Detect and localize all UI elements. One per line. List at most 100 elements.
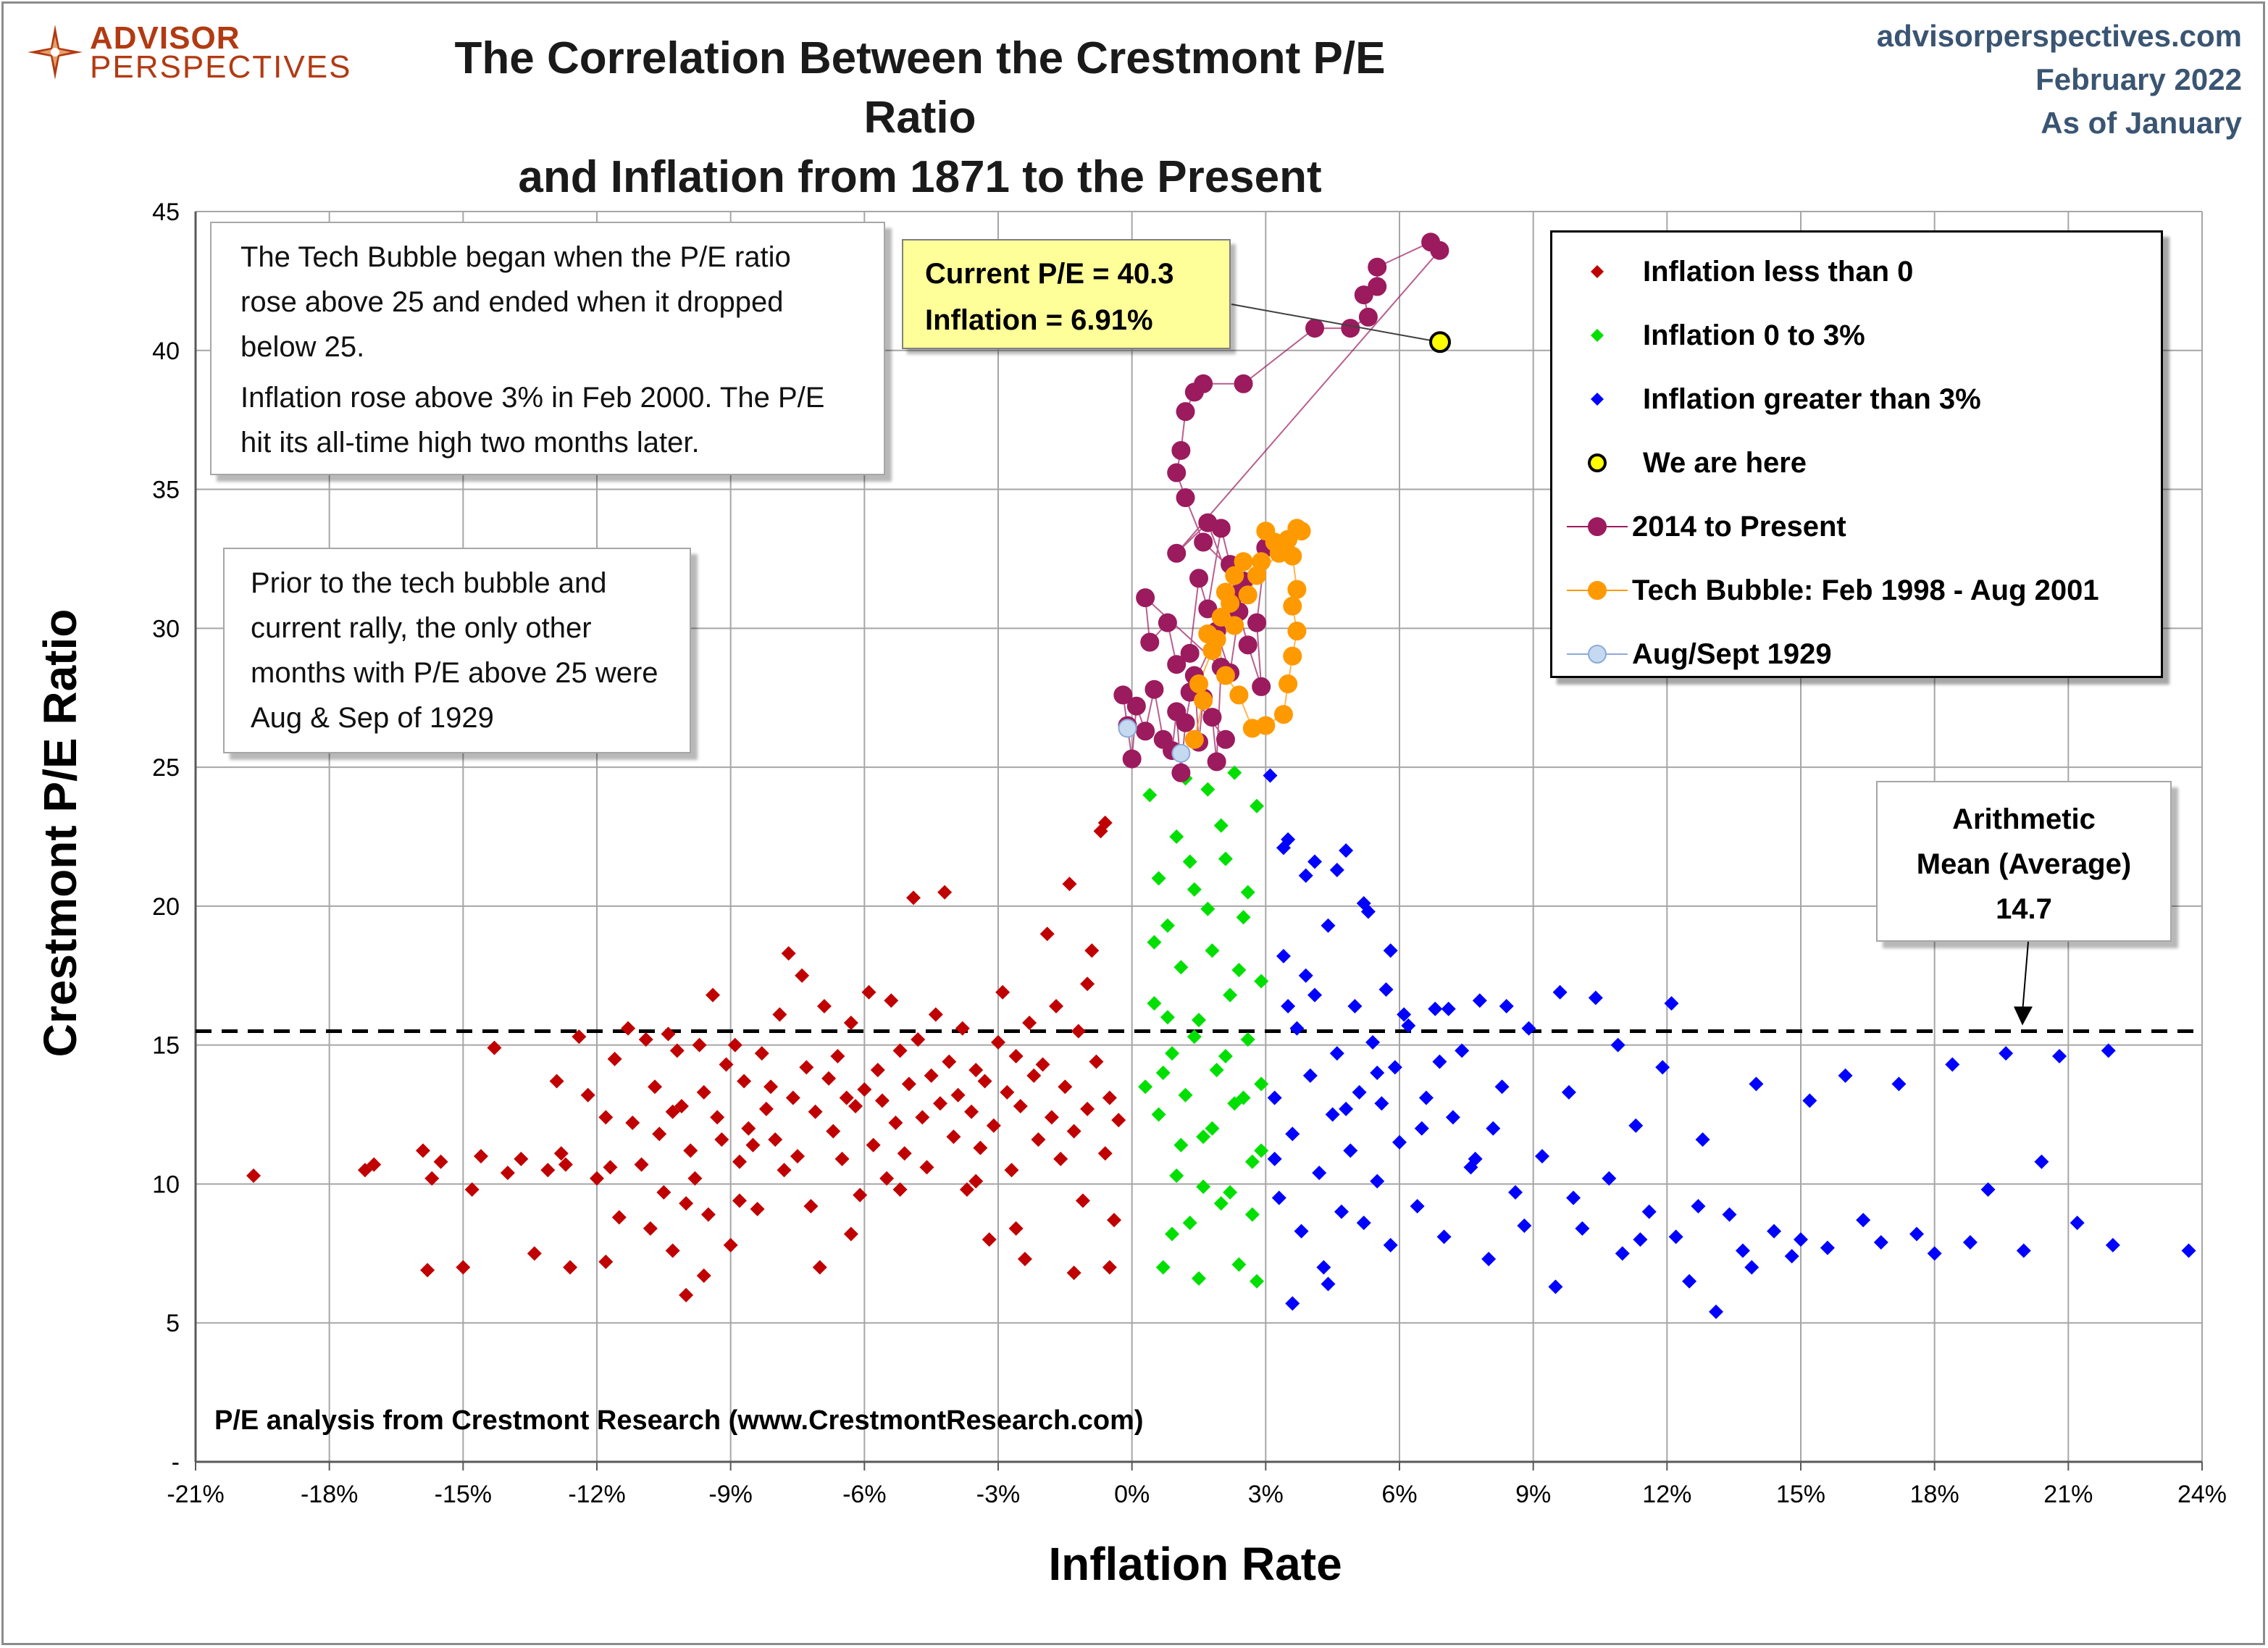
- data-point: [648, 1079, 663, 1095]
- legend-circle: [1588, 581, 1607, 600]
- data-point: [700, 1207, 716, 1222]
- data-point: [1820, 1240, 1835, 1255]
- data-point: [1329, 1046, 1344, 1061]
- data-point: [1508, 1184, 1523, 1200]
- legend-marker: [1567, 581, 1628, 600]
- data-point: [1339, 1101, 1354, 1116]
- data-point: [1213, 1196, 1229, 1211]
- data-point: [1641, 1204, 1657, 1219]
- data-point: [687, 1171, 703, 1186]
- data-point: [1695, 1132, 1710, 1147]
- data-point: [843, 1226, 858, 1242]
- x-tick-label: 12%: [1642, 1481, 1691, 1508]
- data-point: [1207, 752, 1226, 771]
- mean-line1: Arithmetic: [1952, 803, 2096, 835]
- data-point: [679, 1287, 694, 1302]
- data-point: [1189, 569, 1208, 588]
- legend: Inflation less than 0 Inflation 0 to 3% In…: [1550, 230, 2163, 678]
- data-point: [1252, 677, 1271, 696]
- data-point: [1329, 863, 1344, 878]
- data-point: [1058, 1079, 1073, 1095]
- data-point: [527, 1246, 542, 1261]
- legend-circle: [1588, 517, 1607, 536]
- data-point: [906, 890, 921, 905]
- data-point: [625, 1116, 640, 1131]
- data-point: [1223, 1184, 1238, 1200]
- y-tick-label: 45: [152, 198, 180, 226]
- data-point: [2105, 1237, 2120, 1252]
- data-point: [1187, 1029, 1202, 1045]
- site-name: advisorperspectives.com: [1876, 19, 2242, 53]
- mean-value: 14.7: [1996, 893, 2052, 925]
- legend-item: Inflation 0 to 3%: [1552, 314, 2161, 357]
- data-point: [553, 1146, 569, 1161]
- x-tick-label: 3%: [1248, 1481, 1284, 1508]
- data-point: [1298, 868, 1313, 883]
- data-point: [781, 946, 796, 961]
- x-tick-label: -12%: [568, 1481, 625, 1508]
- data-point: [1455, 1043, 1470, 1058]
- x-tick-label: 9%: [1515, 1481, 1551, 1508]
- data-point: [1242, 719, 1262, 738]
- data-point: [679, 1196, 694, 1211]
- data-point: [665, 1104, 680, 1119]
- data-point: [745, 1137, 761, 1153]
- data-point: [1250, 798, 1265, 813]
- data-point: [1271, 1190, 1286, 1205]
- y-tick-label: -: [172, 1449, 180, 1476]
- legend-label: We are here: [1643, 447, 1807, 479]
- data-point: [1236, 910, 1251, 925]
- data-point: [772, 1007, 787, 1022]
- data-point: [1302, 1068, 1318, 1083]
- data-point: [1213, 818, 1229, 833]
- data-point: [1802, 1093, 1817, 1108]
- data-point: [1254, 1076, 1269, 1092]
- data-point: [1387, 1060, 1402, 1075]
- data-point: [1160, 918, 1175, 933]
- data-point: [706, 987, 721, 1003]
- data-point: [968, 1063, 984, 1078]
- prior-months-note: Prior to the tech bubble and current ral…: [223, 548, 691, 753]
- legend-label: Aug/Sept 1929: [1632, 638, 1832, 670]
- data-point: [1873, 1234, 1888, 1250]
- data-point: [1151, 871, 1166, 886]
- data-point: [1075, 1193, 1090, 1208]
- data-point: [737, 1074, 752, 1089]
- data-point: [1205, 1121, 1220, 1136]
- data-point: [1176, 402, 1195, 422]
- data-point: [1209, 1063, 1224, 1078]
- data-point: [1167, 543, 1187, 563]
- data-point: [1221, 593, 1240, 613]
- data-point: [1575, 1221, 1590, 1236]
- legend-label: Inflation 0 to 3%: [1643, 319, 1865, 351]
- data-point: [1682, 1273, 1697, 1289]
- data-point: [1410, 1199, 1425, 1214]
- data-point: [692, 1037, 707, 1053]
- data-point: [1215, 729, 1235, 749]
- data-point: [1118, 719, 1137, 738]
- y-tick-label: 35: [152, 477, 180, 504]
- data-point: [710, 1110, 725, 1125]
- mean-callout: Arithmetic Mean (Average) 14.7: [1876, 781, 2172, 942]
- data-point: [1022, 1015, 1037, 1030]
- data-point: [1891, 1076, 1907, 1092]
- data-point: [1107, 1213, 1122, 1228]
- data-point: [1244, 1207, 1260, 1222]
- data-point: [1633, 1232, 1648, 1247]
- data-point: [1234, 552, 1253, 572]
- data-point: [1147, 996, 1162, 1011]
- data-point: [669, 1043, 685, 1058]
- data-point: [1534, 1149, 1549, 1164]
- data-point: [977, 1074, 992, 1089]
- data-point: [1341, 319, 1360, 338]
- data-point: [1945, 1057, 1960, 1072]
- data-point: [1062, 877, 1077, 892]
- data-point: [866, 1137, 881, 1153]
- data-point: [1236, 1090, 1251, 1105]
- data-point: [1194, 691, 1213, 711]
- data-point: [456, 1260, 471, 1275]
- data-point: [1316, 1260, 1331, 1275]
- legend-circle: [1588, 645, 1607, 664]
- data-point: [1436, 1229, 1452, 1245]
- data-point: [1356, 896, 1371, 911]
